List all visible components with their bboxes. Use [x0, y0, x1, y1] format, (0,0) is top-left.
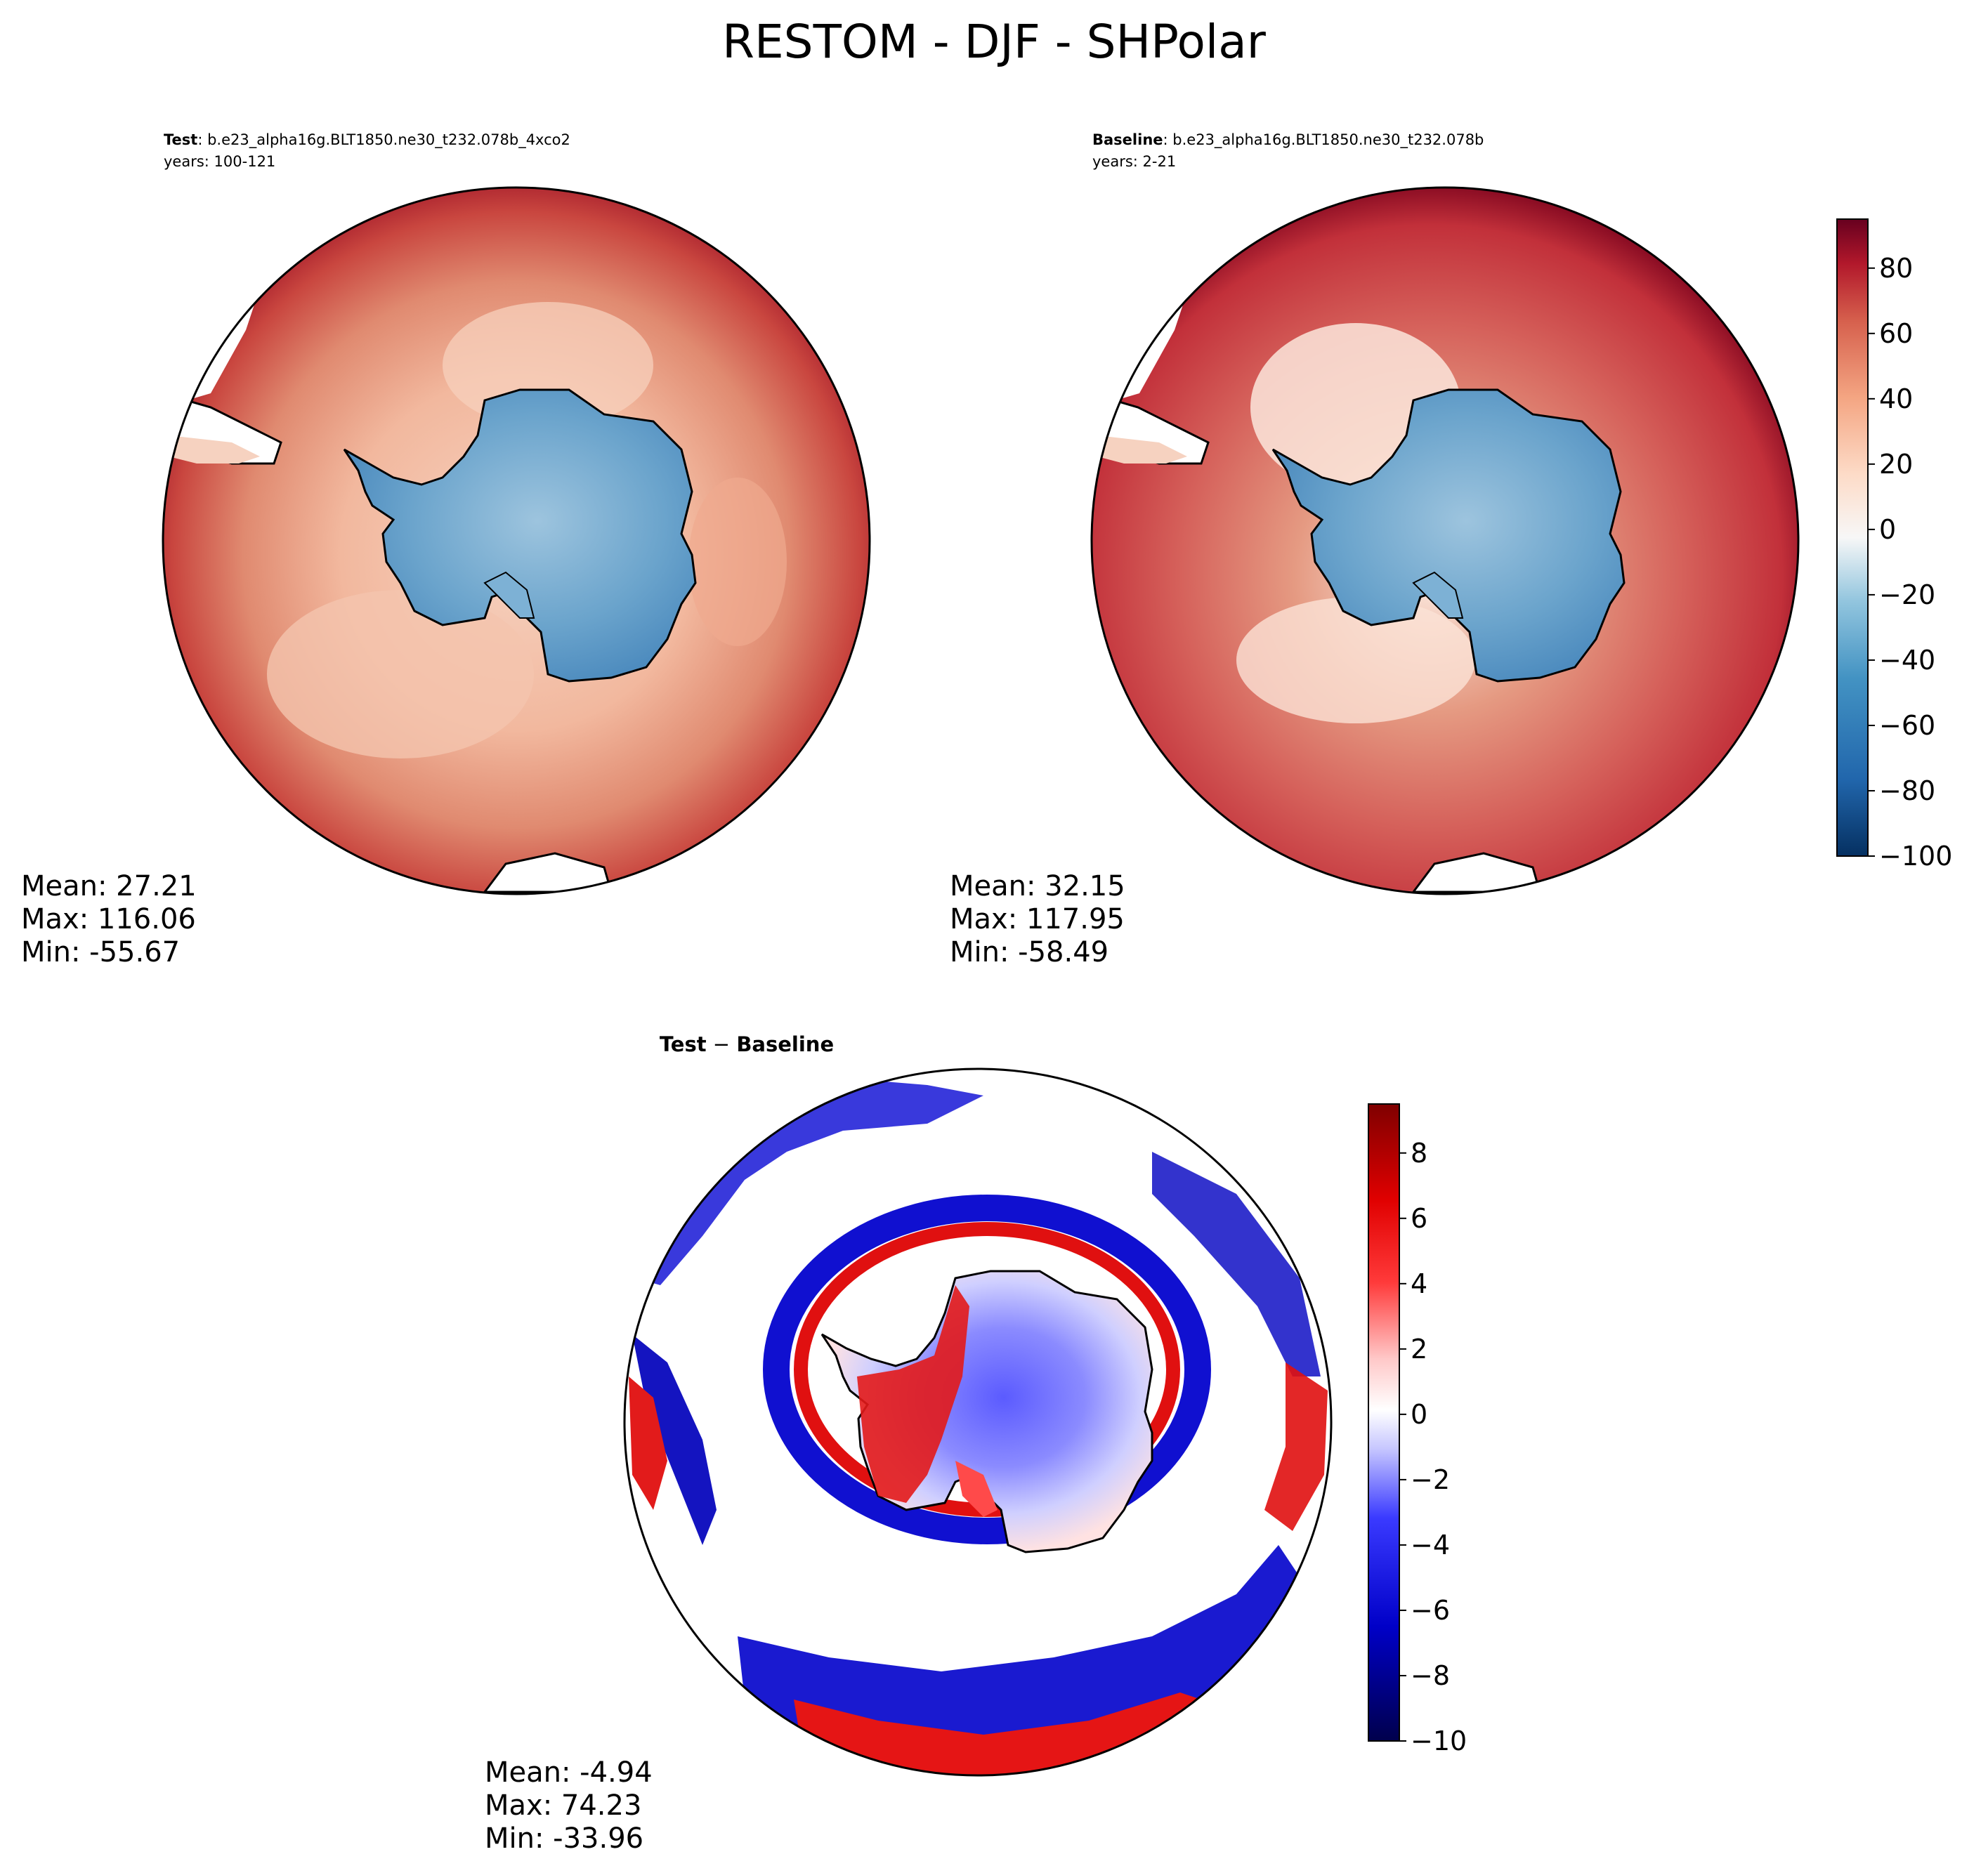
cbDiffTicks-tick-label: 2 [1411, 1334, 1427, 1365]
baseline-years: years: 2-21 [1092, 153, 1176, 170]
baseline-panel: Baseline: b.e23_alpha16g.BLT1850.ne30_t2… [950, 131, 1800, 968]
cbDiffTicks-tick-label: −2 [1411, 1464, 1450, 1495]
colorbar-top: 80 60 40 20 0 −20 −40 −60 −80 −100 [1836, 218, 1952, 872]
baseline-map-outline [1090, 186, 1800, 895]
colorbar-diff-bar [1368, 1103, 1400, 1742]
diff-panel: Test − Baseline Mean: -4.94 Max: 74.23 M… [485, 1032, 1333, 1855]
cbTopTicks-tick-label: 80 [1879, 253, 1913, 284]
diff-title-baseline: Baseline [736, 1032, 834, 1056]
cbDiffTicks-tick-label: −10 [1411, 1726, 1467, 1756]
diff-title-minus: − [707, 1032, 737, 1056]
diff-map-outline [623, 1067, 1333, 1777]
cbDiffTicks-tick-label: −4 [1411, 1530, 1450, 1560]
cbDiffTicks-tick-label: 4 [1411, 1268, 1427, 1299]
cbDiffTicks-tick-label: 6 [1411, 1203, 1427, 1234]
test-min: Min: -55.67 [21, 936, 180, 968]
cbTopTicks-tick-label: 0 [1879, 514, 1896, 545]
cbTopTicks-tick-label: 20 [1879, 449, 1913, 480]
figure-title: RESTOM - DJF - SHPolar [722, 15, 1267, 69]
diff-panel-title: Test − Baseline [660, 1032, 834, 1056]
cbTopTicks-tick-label: 60 [1879, 318, 1913, 349]
baseline-map [1092, 188, 1798, 894]
cbTopTicks-tick-label: −40 [1879, 645, 1935, 676]
colorbar-diff: 8 6 4 2 0 −2 −4 −6 −8 −10 [1368, 1103, 1467, 1756]
diff-mean: Mean: -4.94 [485, 1756, 653, 1789]
baseline-min: Min: -58.49 [950, 936, 1109, 968]
cbTopTicks-tick-label: −60 [1879, 710, 1935, 741]
test-case-name: b.e23_alpha16g.BLT1850.ne30_t232.078b_4x… [207, 131, 570, 149]
test-max: Max: 116.06 [21, 903, 196, 935]
diff-max: Max: 74.23 [485, 1789, 641, 1822]
test-mean: Mean: 27.21 [21, 870, 197, 902]
baseline-mean: Mean: 32.15 [950, 870, 1125, 902]
baseline-max: Max: 117.95 [950, 903, 1125, 935]
colorbar-top-bar [1836, 218, 1869, 857]
cbTopTicks-tick-label: −20 [1879, 579, 1935, 610]
cbDiffTicks-tick-label: 0 [1411, 1399, 1427, 1430]
test-map [163, 188, 870, 894]
test-years: years: 100-121 [164, 153, 275, 170]
baseline-separator: : [1163, 131, 1173, 148]
diff-title-test: Test [660, 1032, 707, 1056]
test-label: Test [164, 131, 197, 148]
baseline-panel-title: Baseline: b.e23_alpha16g.BLT1850.ne30_t2… [1092, 131, 1484, 149]
baseline-label: Baseline [1092, 131, 1163, 148]
test-panel-title: Test: b.e23_alpha16g.BLT1850.ne30_t232.0… [164, 131, 570, 149]
cbDiffTicks-tick-label: −6 [1411, 1595, 1450, 1626]
cbTopTicks-tick-label: −100 [1879, 841, 1952, 872]
cbTopTicks-tick-label: −80 [1879, 775, 1935, 806]
diff-min: Min: -33.96 [485, 1822, 643, 1855]
test-separator: : [197, 131, 207, 148]
cbDiffTicks-tick-label: −8 [1411, 1660, 1450, 1691]
cbDiffTicks-tick-label: 8 [1411, 1138, 1427, 1169]
test-panel: Test: b.e23_alpha16g.BLT1850.ne30_t232.0… [21, 131, 871, 968]
test-map-outline [162, 186, 871, 895]
diff-map [624, 1069, 1331, 1775]
cbTopTicks-tick-label: 40 [1879, 383, 1913, 414]
baseline-case-name: b.e23_alpha16g.BLT1850.ne30_t232.078b [1172, 131, 1484, 149]
